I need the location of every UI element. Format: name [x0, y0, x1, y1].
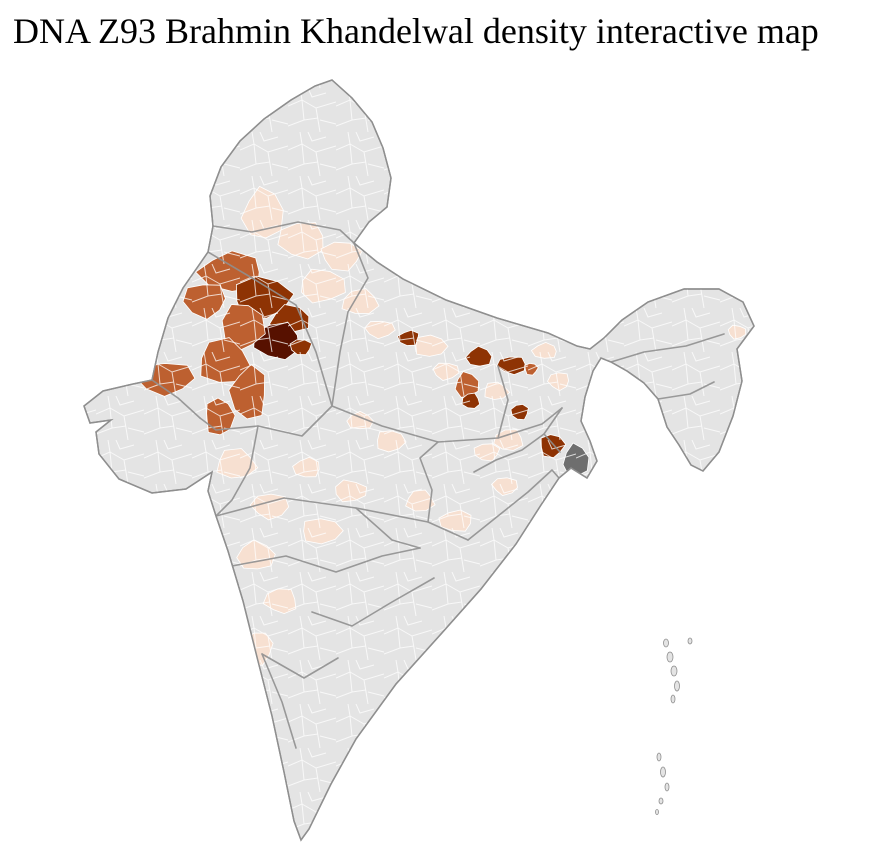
island[interactable]: [664, 782, 670, 792]
island[interactable]: [666, 651, 674, 663]
island[interactable]: [663, 638, 669, 648]
island[interactable]: [656, 752, 662, 762]
island[interactable]: [687, 637, 693, 645]
island[interactable]: [658, 797, 664, 805]
india-base-region[interactable]: [83, 79, 755, 842]
island[interactable]: [674, 680, 680, 692]
island[interactable]: [670, 694, 676, 704]
island[interactable]: [670, 665, 678, 677]
island[interactable]: [655, 809, 659, 815]
page-title: DNA Z93 Brahmin Khandelwal density inter…: [13, 11, 819, 51]
andaman-nicobar-islands[interactable]: [655, 637, 693, 815]
island[interactable]: [660, 766, 666, 778]
